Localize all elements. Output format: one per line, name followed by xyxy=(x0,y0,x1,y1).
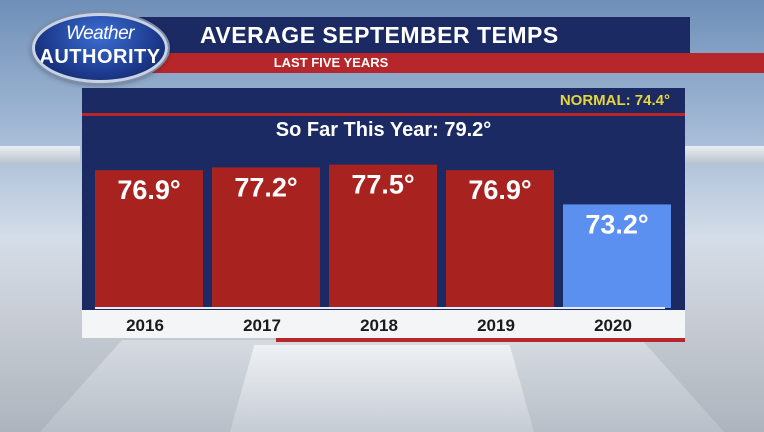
category-label-2018: 2018 xyxy=(360,316,398,335)
category-label-2016: 2016 xyxy=(126,316,164,335)
background-floor-inner xyxy=(230,345,534,432)
category-label-2020: 2020 xyxy=(594,316,632,335)
year-label-strip xyxy=(82,310,685,338)
bar-2018 xyxy=(329,164,437,308)
panel-divider xyxy=(82,113,685,116)
bar-value-label-2018: 77.5° xyxy=(351,170,414,200)
so-far-this-year-label: So Far This Year: 79.2° xyxy=(275,119,492,141)
category-label-2017: 2017 xyxy=(243,316,281,335)
bar-value-label-2016: 76.9° xyxy=(117,175,180,205)
year-strip-underline xyxy=(276,338,685,342)
normal-temp-label: NORMAL: 74.4° xyxy=(559,92,670,109)
bar-baseline xyxy=(95,307,665,309)
bar-value-label-2019: 76.9° xyxy=(468,175,531,205)
logo-text-authority: AUTHORITY xyxy=(39,46,161,68)
weather-authority-logo: Weather AUTHORITY xyxy=(32,13,168,83)
background-band-left xyxy=(0,146,80,164)
subtitle-bar xyxy=(130,53,764,73)
background-band-right xyxy=(684,146,764,164)
bar-value-label-2017: 77.2° xyxy=(234,172,297,202)
bar-2020 xyxy=(563,204,671,308)
bar-2017 xyxy=(212,167,320,308)
bar-2016 xyxy=(95,170,203,308)
chart-title: AVERAGE SEPTEMBER TEMPS xyxy=(200,22,559,48)
chart-subtitle: LAST FIVE YEARS xyxy=(273,55,389,70)
title-bar xyxy=(90,17,690,53)
logo-text-weather: Weather xyxy=(66,23,134,44)
bar-value-label-2020: 73.2° xyxy=(585,209,648,239)
category-label-2019: 2019 xyxy=(477,316,515,335)
bar-2019 xyxy=(446,170,554,308)
